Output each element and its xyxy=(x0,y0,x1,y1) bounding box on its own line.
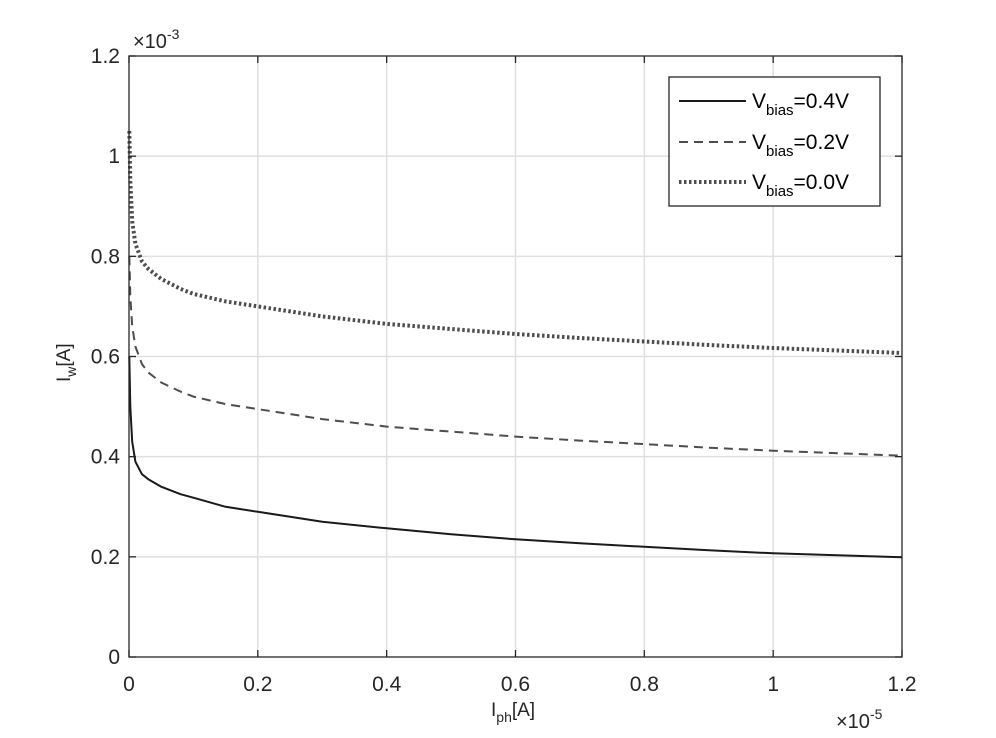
y-tick-label: 1.2 xyxy=(91,45,120,68)
series-line-1 xyxy=(128,256,903,457)
x-tick-label: 0.2 xyxy=(243,673,272,696)
series-line-2 xyxy=(127,131,903,355)
y-tick-label: 0.4 xyxy=(91,446,121,469)
x-tick-label: 0.4 xyxy=(372,673,402,696)
x-axis-label: Iph[A] xyxy=(491,700,535,725)
axis-ticks: 0 0.2 0.4 0.6 0.8 1 1.2 0 0.2 0.4 0.6 0.8 1 1.2 xyxy=(91,45,917,696)
x-tick-label: 0 xyxy=(123,673,135,696)
legend-box xyxy=(668,76,881,207)
legend-label-0: Vbias=0.4V xyxy=(752,90,849,119)
x-tick-label: 1.2 xyxy=(887,673,916,696)
y-tick-label: 0.6 xyxy=(91,346,120,369)
y-multiplier: ×10-3 xyxy=(133,26,180,53)
legend-label-2: Vbias=0.0V xyxy=(752,171,849,200)
legend: Vbias=0.4V Vbias=0.2V Vbias=0.0V xyxy=(668,76,881,207)
x-tick-label: 0.6 xyxy=(501,673,530,696)
x-tick-label: 1 xyxy=(767,673,779,696)
x-tick-label: 0.8 xyxy=(630,673,659,696)
x-multiplier: ×10-5 xyxy=(836,706,883,733)
y-tick-label: 0 xyxy=(108,646,120,669)
y-tick-label: 0.8 xyxy=(91,245,120,268)
series-line-0 xyxy=(128,356,903,559)
series-lines xyxy=(127,131,903,559)
y-axis-label: Iw[A] xyxy=(54,343,79,382)
legend-label-1: Vbias=0.2V xyxy=(752,131,849,160)
y-tick-label: 1 xyxy=(108,145,120,168)
y-tick-label: 0.2 xyxy=(91,546,120,569)
